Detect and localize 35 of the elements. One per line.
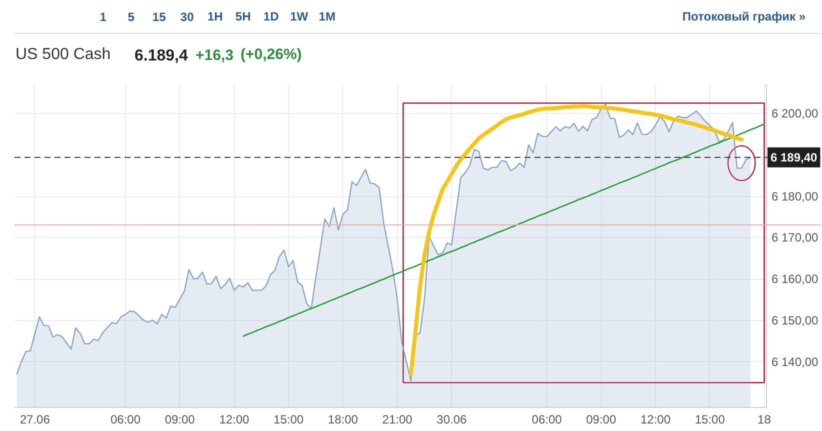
x-tick-label: 27.06	[20, 412, 50, 426]
y-tick-label: 6 180,00	[772, 189, 819, 204]
x-tick-label: 30.06	[436, 412, 467, 426]
x-tick-label: 12:00	[219, 412, 250, 426]
line-series	[242, 124, 765, 337]
x-tick-label: 18	[758, 412, 772, 426]
text: +16,3	[196, 47, 234, 64]
text: 30	[180, 10, 194, 24]
x-tick-label: 15:00	[274, 412, 304, 426]
text: 5	[128, 10, 135, 24]
x-tick-label: 09:00	[164, 412, 196, 426]
text: 1M	[318, 10, 336, 24]
chart-title: US 500 Cash	[16, 46, 111, 63]
text: 6.189,4	[134, 48, 188, 64]
x-tick-label: 06:00	[532, 412, 562, 426]
text: 1W	[290, 10, 309, 24]
text: 1H	[207, 10, 223, 24]
text: Потоковый график »	[682, 10, 806, 24]
text: 1	[100, 10, 107, 24]
x-tick-label: 15:00	[694, 412, 726, 426]
x-tick-label: 06:00	[110, 412, 141, 426]
y-tick-label: 6 200,00	[772, 106, 819, 120]
text: 5H	[235, 10, 251, 24]
x-tick-label: 18:00	[328, 412, 358, 426]
x-tick-label: 12:00	[640, 412, 671, 426]
y-tick-label: 6 160,00	[772, 272, 819, 286]
text: (+0,26%)	[240, 46, 302, 63]
text: 15	[152, 10, 166, 24]
y-tick-label: 6 150,00	[772, 314, 819, 328]
x-tick-label: 21:00	[382, 412, 413, 426]
ref-line-label: 6 189,40	[770, 150, 818, 164]
y-tick-label: 6 140,00	[772, 354, 819, 369]
y-tick-label: 6 170,00	[772, 230, 819, 245]
text: 1D	[263, 10, 280, 24]
x-tick-label: 09:00	[586, 412, 616, 426]
